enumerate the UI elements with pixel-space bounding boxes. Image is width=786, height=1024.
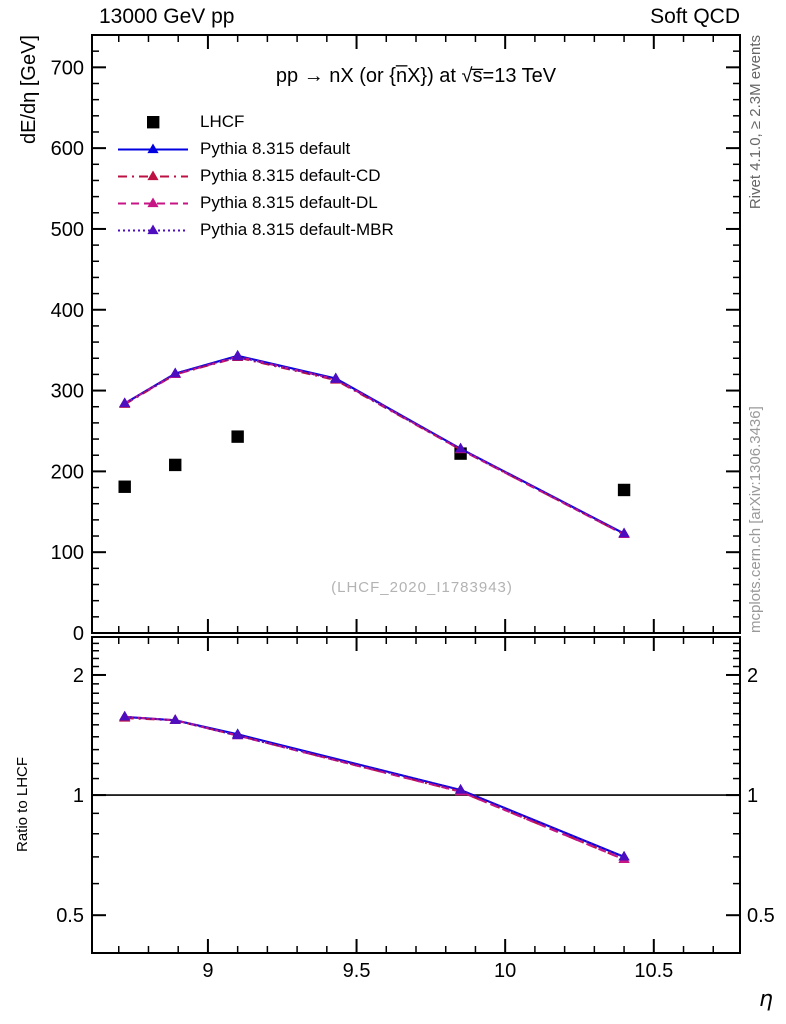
lhcf-data-point [231, 430, 244, 443]
analysis-id-watermark: (LHCF_2020_I1783943) [331, 579, 513, 596]
x-axis-label: η [759, 987, 773, 1012]
y-axis-label-ratio: Ratio to LHCF [14, 756, 31, 852]
legend-item-pythia-8-315-default-mbr: Pythia 8.315 default-MBR [116, 216, 394, 243]
xtick-label: 9.5 [343, 960, 371, 982]
legend-sample-line [118, 197, 188, 207]
y-axis-label-main: dE/dη [GeV] [18, 35, 40, 144]
legend-item-pythia-8-315-default-cd: Pythia 8.315 default-CD [116, 162, 394, 189]
ytick-label-main: 300 [51, 381, 84, 403]
mc-series-default-cd [124, 356, 625, 861]
mc-series-default [124, 354, 625, 858]
ytick-label-ratio-right: 0.5 [747, 905, 775, 927]
lhcf-data-point [617, 483, 631, 497]
lhcf-data-point [169, 458, 182, 472]
legend-item-pythia-8-315-default: Pythia 8.315 default [116, 135, 394, 162]
legend-item-label: Pythia 8.315 default-MBR [200, 219, 394, 239]
ytick-label-main: 100 [51, 542, 84, 564]
legend-marker-square [147, 115, 160, 128]
mc-markers-default-cd [119, 351, 630, 863]
ytick-label-main: 600 [51, 138, 84, 160]
mc-series-default-dl [124, 355, 625, 861]
ytick-label-ratio-left: 0.5 [56, 905, 84, 927]
legend-item-lhcf: LHCF [116, 108, 394, 135]
xtick-label: 9 [202, 960, 213, 982]
legend-item-label: Pythia 8.315 default [200, 138, 351, 158]
ytick-label-main: 400 [51, 300, 84, 322]
mc-markers-default-dl [119, 350, 630, 863]
mc-markers-default [119, 349, 630, 861]
rivet-version-label: Rivet 4.1.0, ≥ 2.3M events [747, 35, 764, 210]
lhcf-data-point [118, 480, 131, 493]
xtick-label: 10.5 [634, 960, 673, 982]
legend-sample-line [118, 224, 188, 234]
mc-markers-default-mbr [119, 350, 630, 861]
legend-item-label: Pythia 8.315 default-CD [200, 165, 381, 185]
legend-sample-line [118, 143, 188, 153]
legend-item-pythia-8-315-default-dl: Pythia 8.315 default-DL [116, 189, 394, 216]
mc-series-curves [119, 349, 630, 863]
axis-tick-labels: 0 100 200 300 400 500 600 700 0.5 0.5 1 1 2 2 9 9.5 10 10… [51, 57, 775, 982]
xtick-label: 10 [494, 960, 516, 982]
legend: LHCF Pythia 8.315 default Pythia 8.315 def… [116, 108, 394, 243]
mcplots-reference-label: mcplots.cern.ch [arXiv:1306.3436] [747, 406, 764, 633]
ytick-label-main: 0 [73, 623, 84, 645]
ytick-label-ratio-right: 2 [747, 665, 758, 687]
legend-sample-line [118, 170, 188, 180]
legend-item-label: LHCF [200, 111, 245, 131]
ytick-label-ratio-right: 1 [747, 785, 758, 807]
legend-item-label: Pythia 8.315 default-DL [200, 192, 378, 212]
ytick-label-ratio-left: 1 [73, 785, 84, 807]
ytick-label-main: 500 [51, 219, 84, 241]
data-series-lhcf [118, 430, 631, 497]
mc-series-default-mbr [124, 355, 625, 858]
ytick-label-main: 200 [51, 461, 84, 483]
process-group-label: Soft QCD [650, 5, 740, 28]
ytick-label-main: 700 [51, 57, 84, 79]
ytick-label-ratio-left: 2 [73, 665, 84, 687]
beam-label: 13000 GeV pp [99, 5, 235, 28]
plot-title: pp → nX (or {n̅X}) at √s̅=13 TeV [275, 65, 557, 87]
